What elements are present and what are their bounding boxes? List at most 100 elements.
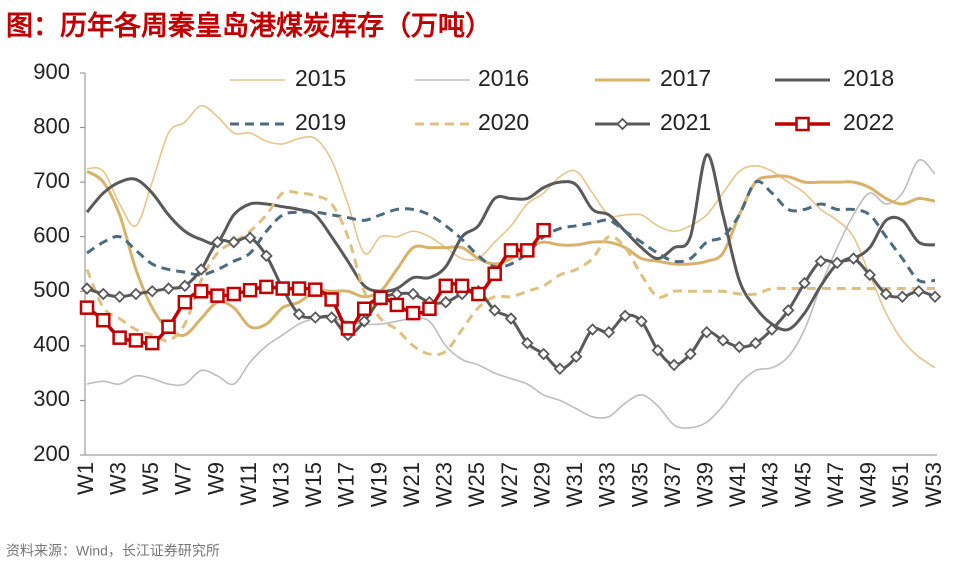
point-marker <box>145 285 159 298</box>
y-tick-label: 800 <box>33 113 70 138</box>
x-tick-label: W15 <box>301 462 326 507</box>
series-line <box>86 169 936 337</box>
point-marker <box>291 281 307 296</box>
y-tick-label: 900 <box>33 59 70 84</box>
point-marker <box>96 312 111 328</box>
point-marker <box>438 278 454 294</box>
point-marker <box>113 290 126 304</box>
point-marker <box>830 256 844 270</box>
point-marker <box>260 249 273 263</box>
point-marker <box>242 282 258 298</box>
legend-label: 2017 <box>660 65 711 91</box>
y-tick-label: 700 <box>33 168 70 193</box>
legend-label: 2021 <box>660 109 711 135</box>
point-marker <box>144 335 160 351</box>
point-marker <box>226 286 242 302</box>
x-tick-label: W51 <box>888 462 913 507</box>
point-marker <box>586 323 599 336</box>
point-marker <box>896 290 909 304</box>
chart-title: 图：历年各周秦皇岛港煤炭库存（万吨） <box>6 10 492 41</box>
point-marker <box>798 276 811 290</box>
x-tick-label: W1 <box>73 462 98 495</box>
series-line <box>85 153 936 332</box>
point-marker <box>422 301 437 316</box>
point-marker <box>814 254 828 268</box>
point-marker <box>193 284 209 299</box>
x-tick-label: W43 <box>758 462 783 507</box>
point-marker <box>210 288 225 303</box>
point-marker <box>765 323 779 336</box>
y-tick-label: 400 <box>33 332 70 357</box>
legend-label: 2016 <box>478 65 529 91</box>
point-marker <box>684 347 697 361</box>
x-tick-label: W35 <box>627 462 652 507</box>
point-marker <box>536 222 551 238</box>
point-marker <box>194 263 208 276</box>
point-marker <box>569 350 583 364</box>
x-tick-label: W17 <box>334 462 359 507</box>
point-marker <box>879 287 893 301</box>
point-marker <box>651 343 665 357</box>
y-tick-label: 600 <box>33 223 70 248</box>
point-marker <box>781 304 795 317</box>
y-tick-label: 500 <box>33 277 70 302</box>
point-marker <box>439 295 453 309</box>
x-tick-label: W29 <box>529 462 554 507</box>
point-marker <box>406 287 420 301</box>
y-tick-label: 200 <box>33 441 70 466</box>
legend-marker <box>616 117 629 131</box>
x-tick-label: W5 <box>138 462 163 495</box>
point-marker <box>912 285 925 298</box>
series-line <box>86 104 936 369</box>
point-marker <box>211 235 224 249</box>
x-tick-label: W25 <box>464 462 489 507</box>
point-marker <box>112 330 127 345</box>
x-tick-label: W39 <box>693 462 718 507</box>
x-tick-label: W37 <box>660 462 685 507</box>
point-marker <box>373 290 388 306</box>
x-tick-label: W9 <box>203 462 228 495</box>
point-marker <box>504 312 518 325</box>
legend-label: 2022 <box>843 109 894 135</box>
x-tick-label: W19 <box>366 462 391 507</box>
x-tick-label: W27 <box>497 462 522 507</box>
point-marker <box>602 325 616 339</box>
point-marker <box>733 340 746 354</box>
x-tick-label: W41 <box>725 462 750 507</box>
point-marker <box>80 282 94 295</box>
x-tick-label: W21 <box>399 462 424 507</box>
point-marker <box>356 301 372 316</box>
x-tick-label: W53 <box>921 462 946 507</box>
point-marker <box>405 305 421 321</box>
point-marker <box>618 309 632 323</box>
point-marker <box>357 315 371 328</box>
point-marker <box>716 334 730 347</box>
point-marker <box>292 307 306 321</box>
point-marker <box>389 297 405 313</box>
point-marker <box>161 319 176 335</box>
point-marker <box>178 279 192 293</box>
x-tick-label: W47 <box>823 462 848 507</box>
point-marker <box>227 235 241 249</box>
x-tick-label: W11 <box>236 462 261 506</box>
point-marker <box>259 279 274 295</box>
point-marker <box>340 321 356 336</box>
point-marker <box>79 300 95 315</box>
point-marker <box>128 333 144 348</box>
point-marker <box>488 304 501 317</box>
point-marker <box>454 278 470 294</box>
point-marker <box>177 294 193 310</box>
point-marker <box>635 315 648 328</box>
point-marker <box>537 347 550 361</box>
y-tick-label: 300 <box>33 386 70 411</box>
point-marker <box>520 243 535 258</box>
point-marker <box>847 252 860 265</box>
x-tick-label: W7 <box>171 462 196 495</box>
point-marker <box>471 286 486 302</box>
point-marker <box>928 290 942 304</box>
point-marker <box>325 311 338 324</box>
series-line <box>86 179 936 284</box>
source-note: 资料来源：Wind，长江证券研究所 <box>6 543 220 559</box>
point-marker <box>749 336 762 350</box>
